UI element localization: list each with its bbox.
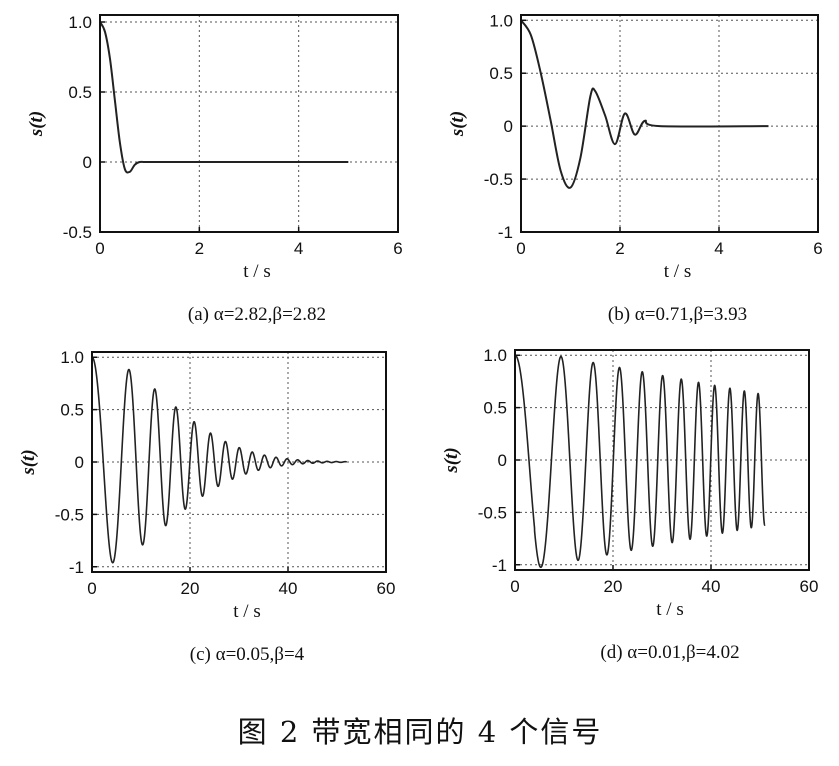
panel-a-yticks: 1.0 0.5 0 -0.5	[63, 13, 105, 242]
panel-d-ytick-label: 0.5	[483, 399, 507, 418]
panel-b-yticks: 1.0 0.5 0 -0.5 -1	[484, 11, 526, 242]
panel-d-yticks: 1.0 0.5 0 -0.5 -1	[478, 346, 520, 575]
panel-c-ytick-label: 0.5	[60, 401, 84, 420]
panel-b-xtick-label: 2	[615, 239, 624, 258]
panel-b-ytick-label: -1	[498, 223, 513, 242]
panel-d-xtick-label: 40	[702, 577, 721, 596]
panel-a-frame	[99, 14, 399, 233]
panel-c-xtick-label: 20	[181, 579, 200, 598]
panel-b-xtick-label: 6	[813, 239, 822, 258]
panel-a-ytick-label: 0.5	[68, 83, 92, 102]
panel-c: 0 20 40 60 1.0 0.5 0 -0.5 -1 s(t) t / s (c) α=0…	[18, 348, 395, 665]
panel-a-ytick-label: 1.0	[68, 13, 92, 32]
panel-c-xtick-label: 0	[87, 579, 96, 598]
panel-b-grid	[521, 15, 818, 232]
panel-b-xticks: 0 2 4 6	[516, 227, 823, 258]
panel-b-xlabel: t / s	[664, 261, 691, 282]
panel-c-caption: (c) α=0.05,β=4	[190, 644, 305, 665]
panel-b-ytick-label: -0.5	[484, 170, 513, 189]
panel-c-ytick-label: -1	[69, 558, 84, 577]
panel-a-ytick-label: 0	[83, 153, 92, 172]
panel-c-xtick-label: 60	[377, 579, 396, 598]
panel-d-caption: (d) α=0.01,β=4.02	[600, 642, 739, 663]
panel-a-grid	[100, 15, 398, 232]
panel-b-ytick-label: 0.5	[489, 64, 513, 83]
panel-a-ylabel: s(t)	[26, 111, 47, 137]
panel-d-xtick-label: 20	[604, 577, 623, 596]
panel-c-ytick-label: -0.5	[55, 505, 84, 524]
panel-a-curve	[99, 21, 349, 174]
panel-b-curve	[520, 19, 769, 189]
panel-c-curve	[91, 356, 347, 564]
panel-a-xtick-label: 0	[95, 239, 104, 258]
panel-b: 0 2 4 6 1.0 0.5 0 -0.5 -1 s(t) t / s (b) α=0.71…	[447, 11, 823, 325]
panel-b-ylabel: s(t)	[447, 111, 468, 137]
panel-c-yticks: 1.0 0.5 0 -0.5 -1	[55, 348, 97, 577]
panel-d-ytick-label: -0.5	[478, 503, 507, 522]
panel-a-caption: (a) α=2.82,β=2.82	[188, 304, 326, 325]
panel-b-xtick-label: 0	[516, 239, 525, 258]
panel-c-ytick-label: 1.0	[60, 348, 84, 367]
panel-d-ytick-label: 0	[498, 451, 507, 470]
panel-c-ylabel: s(t)	[18, 449, 39, 475]
panel-a-xticks: 0 2 4 6	[95, 227, 403, 258]
panel-b-caption: (b) α=0.71,β=3.93	[608, 304, 747, 325]
panel-d-xlabel: t / s	[656, 599, 683, 620]
panel-d-xticks: 0 20 40 60	[510, 565, 818, 596]
panel-a-xlabel: t / s	[243, 261, 270, 282]
panel-c-xtick-label: 40	[279, 579, 298, 598]
panel-d-xtick-label: 60	[800, 577, 819, 596]
panel-c-xticks: 0 20 40 60	[87, 567, 395, 598]
panel-d-xtick-label: 0	[510, 577, 519, 596]
panel-a-xtick-label: 6	[393, 239, 402, 258]
panel-c-xlabel: t / s	[233, 601, 260, 622]
panel-d: 0 20 40 60 1.0 0.5 0 -0.5 -1 s(t) t / s (d) α=0…	[441, 346, 818, 663]
panel-d-ylabel: s(t)	[441, 447, 462, 473]
panel-b-ytick-label: 1.0	[489, 11, 513, 30]
panel-d-ytick-label: -1	[492, 556, 507, 575]
panel-b-frame	[520, 14, 819, 233]
panel-b-xtick-label: 4	[714, 239, 723, 258]
panel-a-xtick-label: 2	[195, 239, 204, 258]
panel-a-ytick-label: -0.5	[63, 223, 92, 242]
panel-d-ytick-label: 1.0	[483, 346, 507, 365]
panel-d-curve	[514, 354, 766, 569]
figure-caption: 图 2 带宽相同的 4 个信号	[238, 715, 603, 749]
panel-b-ytick-label: 0	[504, 117, 513, 136]
panel-c-ytick-label: 0	[75, 453, 84, 472]
panel-a-xtick-label: 4	[294, 239, 303, 258]
